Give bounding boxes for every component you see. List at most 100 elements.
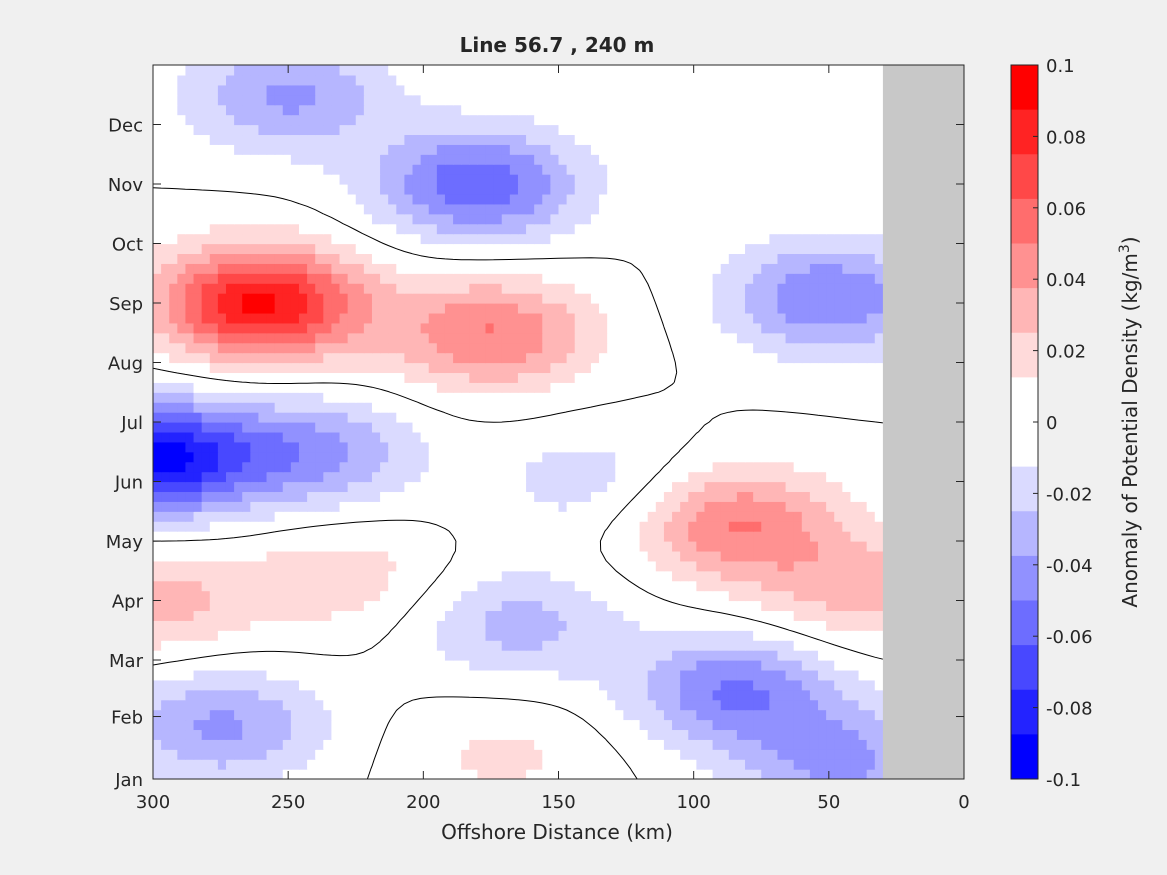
contour-cell [736,729,746,740]
contour-cell [769,501,779,512]
contour-cell [225,699,235,711]
contour-cell [371,471,381,483]
contour-cell [355,709,365,721]
contour-cell [331,253,341,264]
contour-cell [396,481,406,493]
contour-cell [153,550,162,562]
contour-cell [477,541,487,552]
contour-cell [720,570,730,582]
contour-cell [347,739,357,750]
contour-cell [623,372,633,383]
contour-cell [177,372,187,383]
contour-cell [655,640,665,651]
contour-cell [826,769,835,779]
contour-cell [428,610,438,621]
contour-cell [225,759,235,770]
contour-cell [850,372,860,383]
contour-cell [323,342,333,354]
contour-cell [680,471,689,483]
contour-cell [736,501,746,512]
contour-cell [509,630,519,641]
contour-cell [720,630,730,641]
contour-cell [550,322,560,334]
contour-cell [404,372,414,383]
contour-cell [769,580,779,592]
contour-cell [680,699,689,711]
contour-cell [590,451,600,463]
contour-cell [436,630,446,641]
contour-cell [315,640,324,651]
contour-cell [590,461,600,473]
contour-cell [420,312,430,324]
contour-cell [225,451,235,463]
contour-cell [874,441,884,453]
contour-cell [720,461,730,473]
contour-cell [866,669,876,681]
contour-cell [234,501,243,512]
contour-cell [290,620,300,631]
contour-cell [461,303,470,314]
contour-cell [534,729,543,740]
contour-cell [461,550,470,562]
contour-cell [161,431,170,443]
contour-cell [761,729,770,740]
contour-cell [574,322,584,334]
contour-cell [298,679,308,691]
contour-cell [663,253,673,264]
contour-cell [396,580,406,592]
contour-cell [534,392,543,403]
contour-cell [217,402,227,413]
contour-cell [266,630,276,641]
contour-cell [185,531,195,542]
contour-cell [307,590,316,602]
contour-cell [542,431,551,443]
contour-cell [769,640,779,651]
contour-cell [453,332,462,344]
contour-cell [153,431,162,443]
contour-cell [655,719,665,731]
contour-cell [153,451,162,463]
contour-cell [736,402,746,413]
contour-cell [534,471,543,483]
contour-cell [785,392,795,403]
contour-cell [242,481,251,493]
contour-cell [850,729,860,740]
contour-cell [858,283,868,294]
contour-cell [250,650,260,661]
contour-cell [298,620,308,631]
contour-cell [793,640,803,651]
contour-cell [339,461,349,473]
contour-cell [745,600,754,612]
contour-cell [517,749,527,760]
contour-cell [388,392,397,403]
contour-cell [639,541,649,552]
contour-cell [250,471,260,483]
contour-cell [785,699,795,711]
contour-cell [396,650,406,661]
contour-cell [534,332,543,344]
contour-cell [712,689,722,701]
contour-cell [623,660,633,671]
contour-cell [566,402,576,413]
contour-cell [250,461,260,473]
contour-cell [298,759,308,770]
contour-cell [290,739,300,750]
contour-cell [826,263,835,274]
contour-cell [217,293,227,304]
contour-cell [615,382,624,393]
contour-cell [355,243,365,255]
contour-cell [307,332,316,344]
contour-cell [615,431,624,443]
contour-cell [161,570,170,582]
contour-cell [250,709,260,721]
contour-cell [258,402,268,413]
contour-cell [785,303,795,314]
contour-cell [655,461,665,473]
contour-cell [712,431,722,443]
contour-cell [728,531,738,542]
contour-cell [793,392,803,403]
contour-cell [339,322,349,334]
contour-cell [599,293,608,304]
contour-cell [655,263,665,274]
contour-cell [169,461,178,473]
